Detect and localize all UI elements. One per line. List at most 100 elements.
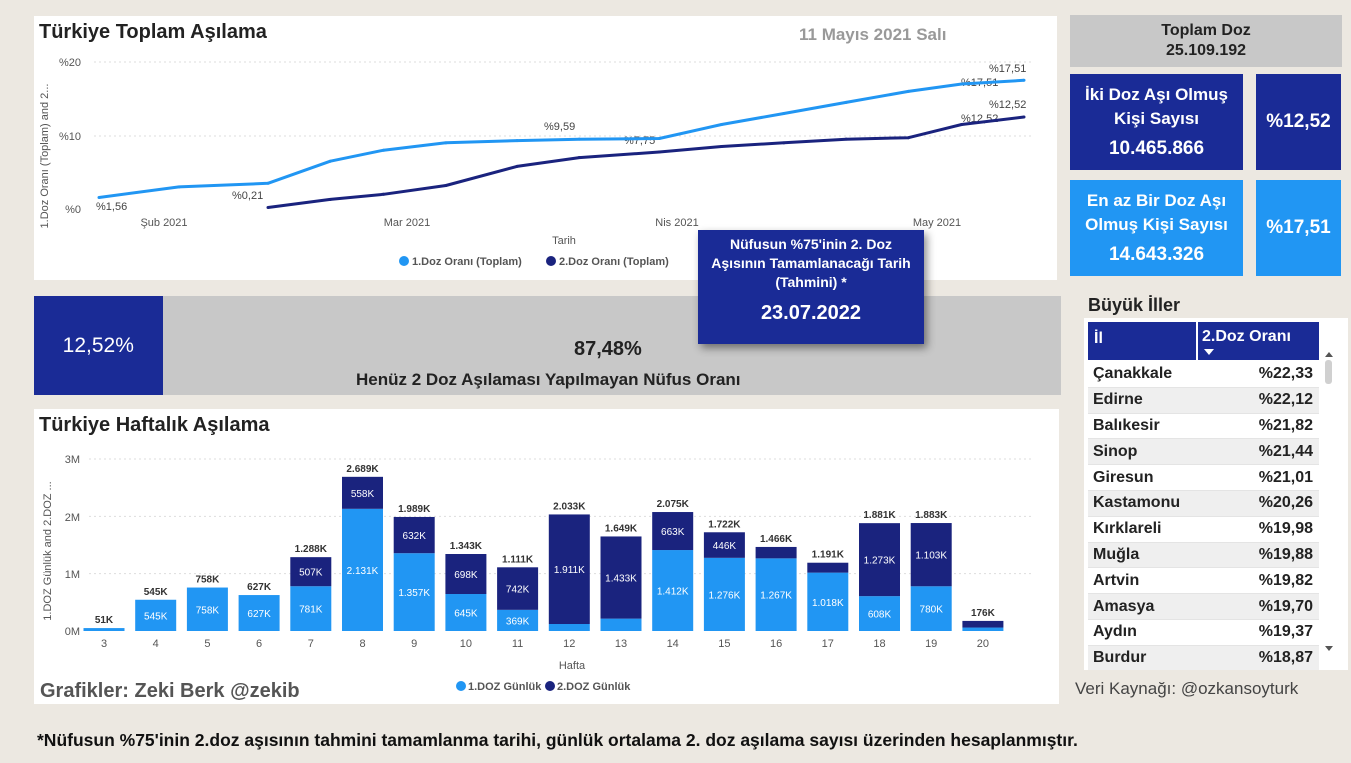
bar-total-label: 1.989K	[398, 504, 431, 515]
line-point[interactable]	[1022, 115, 1026, 119]
bar-dose2[interactable]	[652, 512, 694, 551]
city-row[interactable]: Muğla %19,88	[1088, 542, 1319, 569]
line-point[interactable]	[844, 100, 848, 104]
line-point[interactable]	[177, 185, 181, 189]
bar-dose1[interactable]	[755, 558, 797, 631]
col-rate-header[interactable]: 2.Doz Oranı	[1202, 328, 1291, 345]
bar-dose1-label: 1.412K	[657, 587, 689, 598]
bar-dose1[interactable]	[445, 594, 487, 631]
bar-dose2[interactable]	[859, 523, 900, 597]
line-point[interactable]	[782, 111, 786, 115]
line-point[interactable]	[906, 89, 910, 93]
col-il-header[interactable]: İl	[1094, 330, 1103, 347]
city-row[interactable]: Balıkesir %21,82	[1088, 414, 1319, 440]
bar-dose1[interactable]	[910, 586, 952, 631]
line-point[interactable]	[960, 82, 964, 86]
line-point[interactable]	[444, 141, 448, 145]
bar-dose2[interactable]	[910, 523, 952, 587]
line-point[interactable]	[720, 122, 724, 126]
bar-dose2[interactable]	[962, 620, 1004, 628]
line-point[interactable]	[266, 205, 270, 209]
line-point[interactable]	[382, 148, 386, 152]
line-point[interactable]	[382, 192, 386, 196]
line-point[interactable]	[657, 150, 661, 154]
line-point[interactable]	[720, 145, 724, 149]
scroll-up-icon[interactable]	[1325, 352, 1333, 357]
bar-dose2[interactable]	[393, 516, 435, 554]
city-row[interactable]: Burdur %18,87	[1088, 645, 1319, 670]
x-tick: Mar 2021	[384, 217, 430, 229]
city-row[interactable]: Amasya %19,70	[1088, 594, 1319, 620]
bar-dose2[interactable]	[600, 536, 642, 619]
bar-dose1[interactable]	[962, 627, 1004, 631]
bar-dose1[interactable]	[135, 599, 177, 631]
x-tick: 5	[204, 638, 210, 650]
bar-dose1[interactable]	[600, 618, 642, 631]
total-chart-date: 11 Mayıs 2021 Salı	[799, 25, 947, 44]
bar-total-label: 1.288K	[295, 544, 328, 555]
bar-dose2[interactable]	[807, 562, 849, 573]
line-point[interactable]	[657, 137, 661, 141]
bar-dose2[interactable]	[290, 557, 332, 587]
bar-dose1[interactable]	[652, 550, 694, 631]
bar-dose1[interactable]	[548, 624, 590, 631]
city-row[interactable]: Kastamonu %20,26	[1088, 490, 1319, 517]
line-point[interactable]	[444, 183, 448, 187]
scroll-thumb[interactable]	[1325, 360, 1332, 384]
bar-dose1[interactable]	[186, 587, 228, 631]
bar-dose2[interactable]	[548, 514, 590, 625]
line-point[interactable]	[1022, 78, 1026, 82]
legend-dose1[interactable]: 1.Doz Oranı (Toplam)	[412, 256, 522, 268]
city-name: Burdur	[1093, 649, 1147, 667]
city-row[interactable]: Çanakkale %22,33	[1088, 362, 1319, 388]
scroll-down-icon[interactable]	[1325, 646, 1333, 651]
bar-dose2[interactable]	[497, 567, 539, 610]
bar-dose2-label: 698K	[454, 570, 478, 581]
data-source: Veri Kaynağı: @ozkansoyturk	[1075, 679, 1299, 698]
city-row[interactable]: Artvin %19,82	[1088, 568, 1319, 595]
line-point[interactable]	[960, 122, 964, 126]
line-point[interactable]	[515, 139, 519, 143]
legend-dose1[interactable]: 1.DOZ Günlük	[468, 681, 542, 693]
line-point[interactable]	[906, 136, 910, 140]
legend-dose2[interactable]: 2.DOZ Günlük	[557, 681, 631, 693]
line-point[interactable]	[328, 159, 332, 163]
bar-dose2[interactable]	[703, 532, 745, 558]
bar-dose2[interactable]	[342, 476, 383, 509]
city-row[interactable]: Kırklareli %19,98	[1088, 517, 1319, 543]
x-tick: 9	[411, 638, 417, 650]
line-point[interactable]	[328, 197, 332, 201]
city-row[interactable]: Giresun %21,01	[1088, 465, 1319, 491]
bar-dose1[interactable]	[238, 595, 280, 631]
line-point[interactable]	[97, 196, 101, 200]
bar-dose1[interactable]	[859, 596, 900, 631]
scrollbar[interactable]	[1324, 352, 1334, 660]
bar-dose1[interactable]	[703, 557, 745, 631]
line-point[interactable]	[577, 156, 581, 160]
bar-dose2[interactable]	[445, 554, 487, 595]
city-row[interactable]: Sinop %21,44	[1088, 439, 1319, 466]
line-point[interactable]	[266, 181, 270, 185]
line-point[interactable]	[844, 137, 848, 141]
bar-dose1[interactable]	[807, 572, 849, 631]
bar-dose1[interactable]	[497, 609, 539, 631]
bar-dose1[interactable]	[83, 628, 125, 631]
cities-rows: Çanakkale %22,33 Edirne %22,12 Balıkesir %21,…	[1088, 362, 1319, 670]
city-row[interactable]: Aydın %19,37	[1088, 620, 1319, 646]
bar-dose1[interactable]	[393, 553, 435, 631]
legend-dot-dose1	[399, 256, 409, 266]
line-point[interactable]	[577, 137, 581, 141]
cities-title: Büyük İller	[1088, 295, 1181, 315]
legend-dose2[interactable]: 2.Doz Oranı (Toplam)	[559, 256, 669, 268]
bar-dose1[interactable]	[290, 586, 332, 631]
city-row[interactable]: Edirne %22,12	[1088, 387, 1319, 414]
x-tick: 20	[977, 638, 989, 650]
line-point[interactable]	[515, 164, 519, 168]
bar-total-label: 2.689K	[346, 464, 379, 475]
y-tick: 0M	[65, 626, 80, 638]
sort-down-icon[interactable]	[1204, 349, 1214, 355]
bar-dose1[interactable]	[342, 508, 383, 631]
dose2-line[interactable]	[267, 115, 1025, 209]
bar-dose2[interactable]	[755, 546, 797, 559]
line-point[interactable]	[782, 141, 786, 145]
